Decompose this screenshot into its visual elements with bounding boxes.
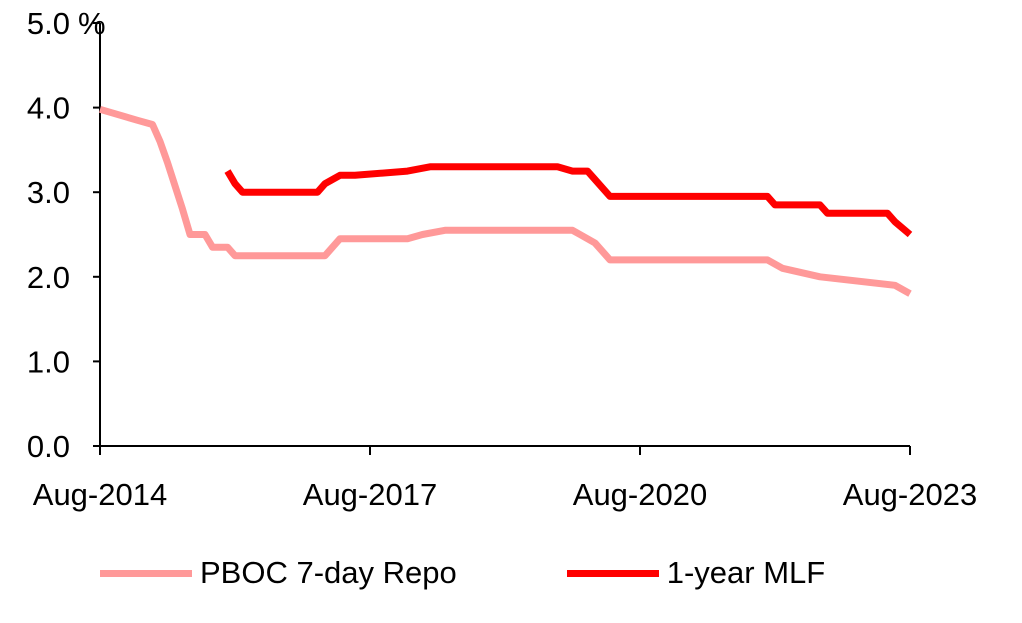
legend: PBOC 7-day Repo 1-year MLF bbox=[100, 555, 935, 591]
series-line-mlf bbox=[224, 163, 913, 238]
y-tick-label: 2.0 bbox=[27, 260, 70, 295]
y-tick-label: 0.0 bbox=[27, 429, 70, 464]
y-tick-label: 5.0 bbox=[27, 6, 70, 41]
legend-label-repo: PBOC 7-day Repo bbox=[200, 555, 457, 590]
series-layer bbox=[99, 105, 913, 297]
x-tick-label: Aug-2020 bbox=[573, 477, 707, 512]
x-tick-label: Aug-2017 bbox=[303, 477, 437, 512]
series-line-repo bbox=[99, 105, 912, 297]
legend-item-mlf: 1-year MLF bbox=[566, 555, 826, 591]
y-tick-label: 1.0 bbox=[27, 344, 70, 379]
tick-labels: 0.0 1.0 2.0 3.0 4.0 5.0 % Aug-2014 Aug-2017 Aug-2… bbox=[27, 6, 977, 512]
x-tick-label: Aug-2023 bbox=[843, 477, 977, 512]
legend-swatch-mlf bbox=[566, 569, 659, 577]
y-tick-label: 3.0 bbox=[27, 175, 70, 210]
legend-swatch-repo bbox=[100, 569, 192, 577]
legend-item-repo: PBOC 7-day Repo bbox=[100, 555, 457, 591]
x-tick-label: Aug-2014 bbox=[33, 477, 167, 512]
y-unit-label: % bbox=[78, 6, 106, 41]
legend-label-mlf: 1-year MLF bbox=[666, 555, 826, 590]
y-tick-label: 4.0 bbox=[27, 91, 70, 126]
axes bbox=[93, 22, 911, 455]
